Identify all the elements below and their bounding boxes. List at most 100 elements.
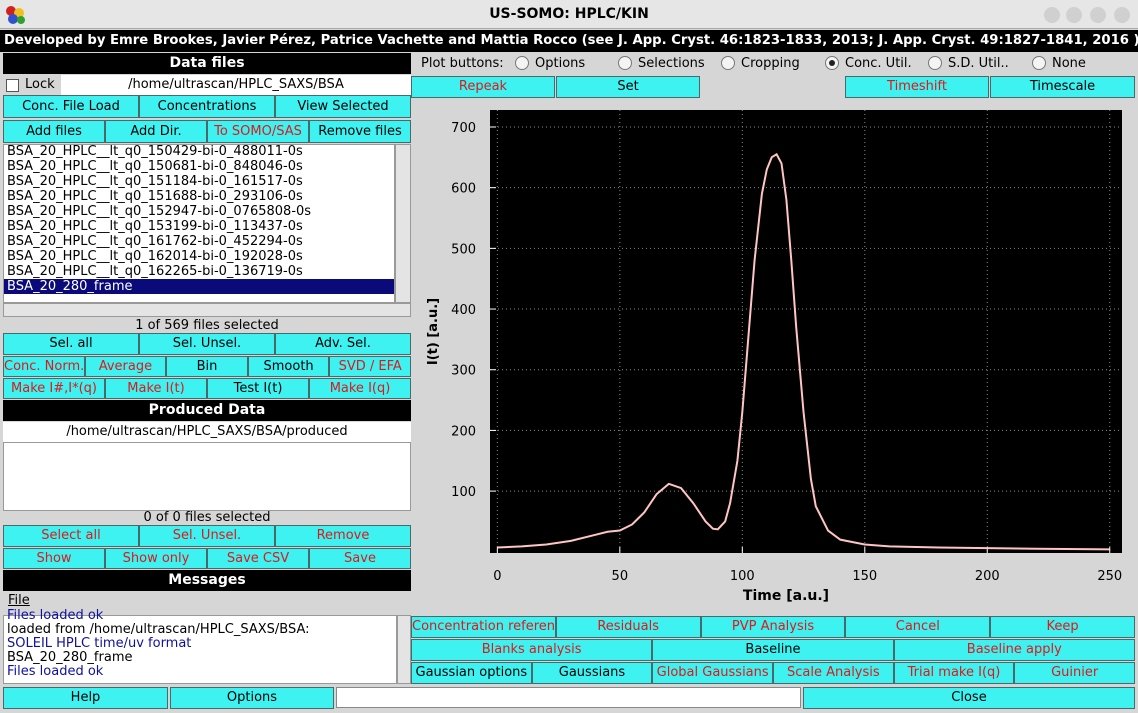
x-tick-label: 0 [493, 569, 501, 584]
status-label: 0 of 0 files selected [143, 511, 271, 525]
radio-button[interactable] [1032, 56, 1046, 70]
message-line: BSA_20_280_frame [7, 651, 133, 665]
status-label: 1 of 569 files selected [135, 318, 279, 333]
x-tick-label: 150 [852, 569, 877, 584]
radio-button[interactable] [721, 56, 735, 70]
button[interactable]: Make I(q) [309, 378, 411, 399]
button[interactable]: To SOMO/SAS [207, 120, 309, 143]
button[interactable]: SVD / EFA [329, 356, 411, 377]
button[interactable]: Repeak [411, 76, 555, 98]
section-header: Produced Data [3, 400, 411, 421]
button[interactable]: Adv. Sel. [275, 333, 411, 355]
message-line: Files loaded ok [7, 665, 104, 679]
menu-item[interactable]: File [8, 593, 30, 608]
window-controls [1044, 7, 1130, 23]
button[interactable]: Set [556, 76, 700, 98]
radio-label[interactable]: S.D. Util.. [948, 56, 1009, 71]
button[interactable]: Sel. Unsel. [139, 525, 275, 547]
button[interactable]: Select all [3, 525, 139, 547]
button[interactable]: Save CSV [207, 548, 309, 569]
file-item[interactable]: BSA_20_HPLC__lt_q0_162265-bi-0_136719-0s [7, 264, 303, 279]
button[interactable]: Show only [105, 548, 207, 569]
button[interactable]: Bin [166, 356, 248, 377]
button[interactable]: Save [309, 548, 411, 569]
button[interactable]: Blanks analysis [411, 639, 653, 661]
radio-button[interactable] [825, 56, 839, 70]
button[interactable]: Global Gaussians [652, 662, 773, 684]
y-axis-label: I(t) [a.u.] [426, 298, 441, 365]
button[interactable]: Test I(t) [207, 378, 309, 399]
message-line: Files loaded ok [7, 609, 104, 623]
button[interactable]: Gaussians [531, 662, 653, 684]
button[interactable]: Average [84, 356, 167, 377]
title-bar [0, 0, 1138, 29]
button[interactable]: Timeshift [845, 76, 989, 98]
button[interactable]: Concentration reference [411, 616, 556, 638]
app-icon [6, 6, 25, 24]
button[interactable]: Sel. Unsel. [139, 333, 275, 355]
radio-button[interactable] [928, 56, 942, 70]
button[interactable]: Remove files [309, 120, 411, 143]
button[interactable]: Close [803, 687, 1135, 709]
file-item[interactable]: BSA_20_HPLC__lt_q0_150681-bi-0_848046-0s [7, 159, 303, 174]
y-tick-label: 200 [451, 424, 476, 439]
button[interactable]: Add Dir. [105, 120, 207, 143]
radio-button[interactable] [515, 56, 529, 70]
file-item[interactable]: BSA_20_HPLC__lt_q0_151688-bi-0_293106-0s [7, 189, 303, 204]
data-line [497, 152, 1110, 551]
scrollbar[interactable] [3, 303, 411, 317]
button[interactable]: Show [3, 548, 105, 569]
radio-label[interactable]: None [1052, 56, 1086, 71]
lock-checkbox[interactable]: Lock [3, 75, 61, 95]
x-axis-label: Time [a.u.] [743, 588, 829, 604]
radio-button[interactable] [618, 56, 632, 70]
button[interactable]: PVP Analysis [700, 616, 846, 638]
y-tick-label: 300 [451, 364, 476, 379]
button[interactable]: Trial make I(q) [893, 662, 1015, 684]
button[interactable]: Add files [3, 120, 105, 143]
file-item[interactable]: BSA_20_HPLC__lt_q0_150429-bi-0_488011-0s [7, 144, 303, 159]
scrollbar[interactable] [397, 615, 411, 684]
button[interactable]: Make I#,I*(q) [3, 378, 105, 399]
button[interactable]: Baseline apply [893, 639, 1135, 661]
button[interactable]: Concentrations [139, 95, 275, 118]
file-item[interactable]: BSA_20_HPLC__lt_q0_153199-bi-0_113437-0s [7, 219, 303, 234]
file-item[interactable]: BSA_20_HPLC__lt_q0_151184-bi-0_161517-0s [7, 174, 303, 189]
radio-label[interactable]: Options [535, 56, 586, 71]
file-item[interactable]: BSA_20_HPLC__lt_q0_161762-bi-0_452294-0s [7, 234, 303, 249]
button[interactable]: Options [170, 687, 334, 709]
section-header: Messages [3, 570, 411, 591]
button[interactable]: Cancel [845, 616, 991, 638]
file-item[interactable]: BSA_20_HPLC__lt_q0_162014-bi-0_192028-0s [7, 249, 303, 264]
button[interactable]: Keep [990, 616, 1135, 638]
y-tick-label: 400 [451, 303, 476, 318]
plot-buttons-label: Plot buttons: [421, 56, 504, 71]
radio-label[interactable]: Conc. Util. [845, 56, 912, 71]
button[interactable]: Sel. all [3, 333, 139, 355]
button[interactable]: Guinier [1014, 662, 1135, 684]
button[interactable]: Conc. Norm. [3, 356, 85, 377]
button[interactable]: Scale Analysis [773, 662, 894, 684]
scrollbar[interactable] [395, 144, 411, 303]
y-tick-label: 700 [451, 121, 476, 136]
radio-label[interactable]: Selections [638, 56, 705, 71]
produced-list[interactable] [3, 442, 411, 511]
button[interactable]: Conc. File Load [3, 95, 139, 118]
messages-box [3, 615, 397, 684]
button[interactable]: Timescale [990, 76, 1135, 98]
window-title: US-SOMO: HPLC/KIN [489, 6, 649, 22]
file-list[interactable] [3, 144, 395, 303]
button[interactable]: View Selected [275, 95, 411, 118]
button[interactable]: Smooth [247, 356, 330, 377]
button[interactable]: Help [3, 687, 168, 709]
button[interactable]: Remove [275, 525, 411, 547]
file-item[interactable]: BSA_20_280_frame [4, 279, 394, 294]
button[interactable]: Gaussian options [411, 662, 532, 684]
file-item[interactable]: BSA_20_HPLC__lt_q0_152947-bi-0_0765808-0… [7, 204, 312, 219]
text-input[interactable] [336, 687, 801, 708]
button[interactable]: Baseline [652, 639, 894, 661]
button[interactable]: Residuals [555, 616, 701, 638]
radio-label[interactable]: Cropping [741, 56, 800, 71]
button[interactable]: Make I(t) [105, 378, 207, 399]
